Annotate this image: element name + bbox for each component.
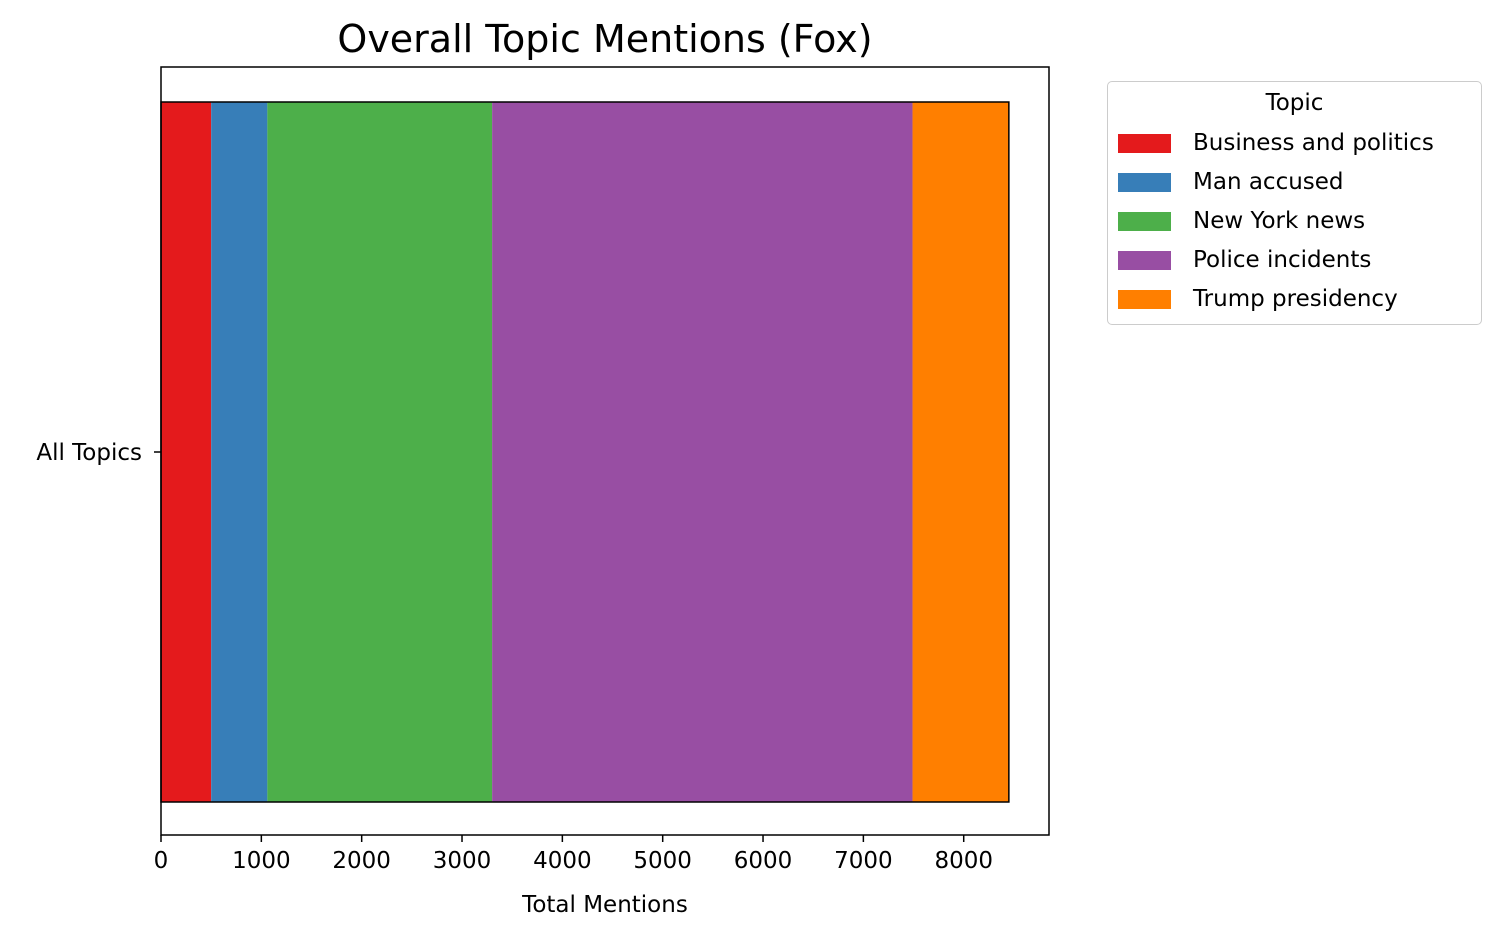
legend-swatch	[1118, 211, 1171, 231]
legend-label: Business and politics	[1193, 130, 1434, 156]
x-axis: 0 1000 2000 3000 4000 5000 6000 7000 8000	[154, 835, 993, 874]
bar-segment-2	[211, 102, 268, 802]
plot-frame	[160, 66, 1050, 836]
x-tick-label: 0	[154, 848, 169, 874]
x-tick-label: 6000	[734, 848, 793, 874]
legend-swatch	[1118, 289, 1171, 309]
legend-title: Topic	[1265, 90, 1324, 116]
chart-title: Overall Topic Mentions (Fox)	[337, 17, 872, 61]
bar-stack	[160, 101, 1010, 803]
legend-label: Trump presidency	[1193, 286, 1398, 312]
x-tick-label: 7000	[834, 848, 893, 874]
legend-swatch	[1118, 172, 1171, 192]
legend-entry: Business and politics	[1118, 128, 1434, 158]
legend-entry: Trump presidency	[1118, 284, 1398, 314]
legend-swatch	[1118, 133, 1171, 153]
x-tick-label: 1000	[232, 848, 291, 874]
legend-label: New York news	[1193, 208, 1366, 234]
legend-entry: Man accused	[1118, 167, 1344, 197]
x-tick-label: 8000	[934, 848, 993, 874]
bar-segment-5	[912, 102, 1009, 802]
y-axis: All Topics	[36, 440, 161, 466]
x-tick-label: 3000	[433, 848, 492, 874]
legend-entry: Police incidents	[1118, 245, 1371, 275]
legend-label: Police incidents	[1193, 247, 1372, 273]
legend: Topic Business and politics Man accused Ne…	[1107, 81, 1482, 325]
legend-label: Man accused	[1193, 169, 1344, 195]
bar-segment-3	[267, 102, 493, 802]
x-tick-label: 5000	[633, 848, 692, 874]
x-tick-label: 2000	[332, 848, 391, 874]
legend-entry: New York news	[1118, 206, 1365, 236]
bar-segment-1	[161, 102, 212, 802]
x-tick-label: 4000	[533, 848, 592, 874]
legend-swatch	[1118, 250, 1171, 270]
x-axis-label: Total Mentions	[521, 892, 688, 918]
y-tick-label: All Topics	[36, 440, 142, 466]
bar-segment-4	[492, 102, 913, 802]
